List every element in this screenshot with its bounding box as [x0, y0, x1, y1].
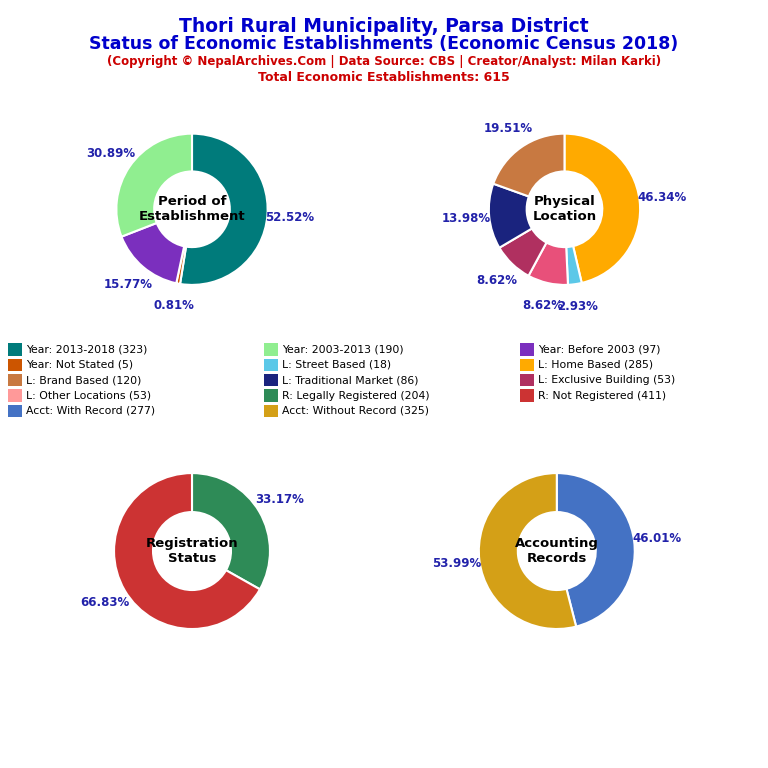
Text: Total Economic Establishments: 615: Total Economic Establishments: 615 — [258, 71, 510, 84]
Wedge shape — [499, 229, 547, 276]
Text: Acct: Without Record (325): Acct: Without Record (325) — [282, 406, 429, 416]
Text: 13.98%: 13.98% — [442, 212, 492, 225]
Wedge shape — [566, 246, 581, 285]
Text: 2.93%: 2.93% — [558, 300, 598, 313]
Wedge shape — [117, 134, 192, 237]
Text: Year: Before 2003 (97): Year: Before 2003 (97) — [538, 344, 660, 355]
Wedge shape — [564, 134, 640, 283]
Text: 15.77%: 15.77% — [104, 278, 153, 290]
Wedge shape — [557, 473, 635, 627]
Text: Year: 2003-2013 (190): Year: 2003-2013 (190) — [282, 344, 404, 355]
Wedge shape — [493, 134, 564, 197]
Text: Period of
Establishment: Period of Establishment — [139, 195, 245, 223]
Text: 8.62%: 8.62% — [475, 273, 517, 286]
Text: Thori Rural Municipality, Parsa District: Thori Rural Municipality, Parsa District — [179, 17, 589, 36]
Wedge shape — [180, 134, 267, 285]
Text: Status of Economic Establishments (Economic Census 2018): Status of Economic Establishments (Econo… — [89, 35, 679, 53]
Text: (Copyright © NepalArchives.Com | Data Source: CBS | Creator/Analyst: Milan Karki: (Copyright © NepalArchives.Com | Data So… — [107, 55, 661, 68]
Wedge shape — [192, 473, 270, 589]
Text: R: Legally Registered (204): R: Legally Registered (204) — [282, 390, 430, 401]
Text: L: Home Based (285): L: Home Based (285) — [538, 359, 654, 370]
Text: L: Street Based (18): L: Street Based (18) — [282, 359, 391, 370]
Text: 8.62%: 8.62% — [522, 299, 563, 312]
Text: R: Not Registered (411): R: Not Registered (411) — [538, 390, 666, 401]
Text: L: Exclusive Building (53): L: Exclusive Building (53) — [538, 375, 675, 386]
Text: Year: 2013-2018 (323): Year: 2013-2018 (323) — [26, 344, 147, 355]
Text: 53.99%: 53.99% — [432, 558, 481, 570]
Wedge shape — [121, 223, 184, 283]
Text: 33.17%: 33.17% — [255, 493, 304, 506]
Text: 19.51%: 19.51% — [483, 122, 532, 135]
Text: Accounting
Records: Accounting Records — [515, 537, 599, 565]
Text: Acct: With Record (277): Acct: With Record (277) — [26, 406, 155, 416]
Text: 52.52%: 52.52% — [266, 210, 315, 223]
Wedge shape — [489, 184, 532, 248]
Text: 46.01%: 46.01% — [633, 532, 682, 545]
Text: 0.81%: 0.81% — [154, 300, 194, 313]
Wedge shape — [478, 473, 576, 629]
Text: Physical
Location: Physical Location — [532, 195, 597, 223]
Text: L: Traditional Market (86): L: Traditional Market (86) — [282, 375, 419, 386]
Wedge shape — [177, 247, 186, 284]
Wedge shape — [528, 243, 568, 285]
Text: Year: Not Stated (5): Year: Not Stated (5) — [26, 359, 133, 370]
Text: 46.34%: 46.34% — [637, 191, 687, 204]
Text: 66.83%: 66.83% — [80, 596, 129, 609]
Text: L: Brand Based (120): L: Brand Based (120) — [26, 375, 141, 386]
Text: 30.89%: 30.89% — [86, 147, 135, 161]
Text: L: Other Locations (53): L: Other Locations (53) — [26, 390, 151, 401]
Text: Registration
Status: Registration Status — [146, 537, 238, 565]
Wedge shape — [114, 473, 260, 629]
